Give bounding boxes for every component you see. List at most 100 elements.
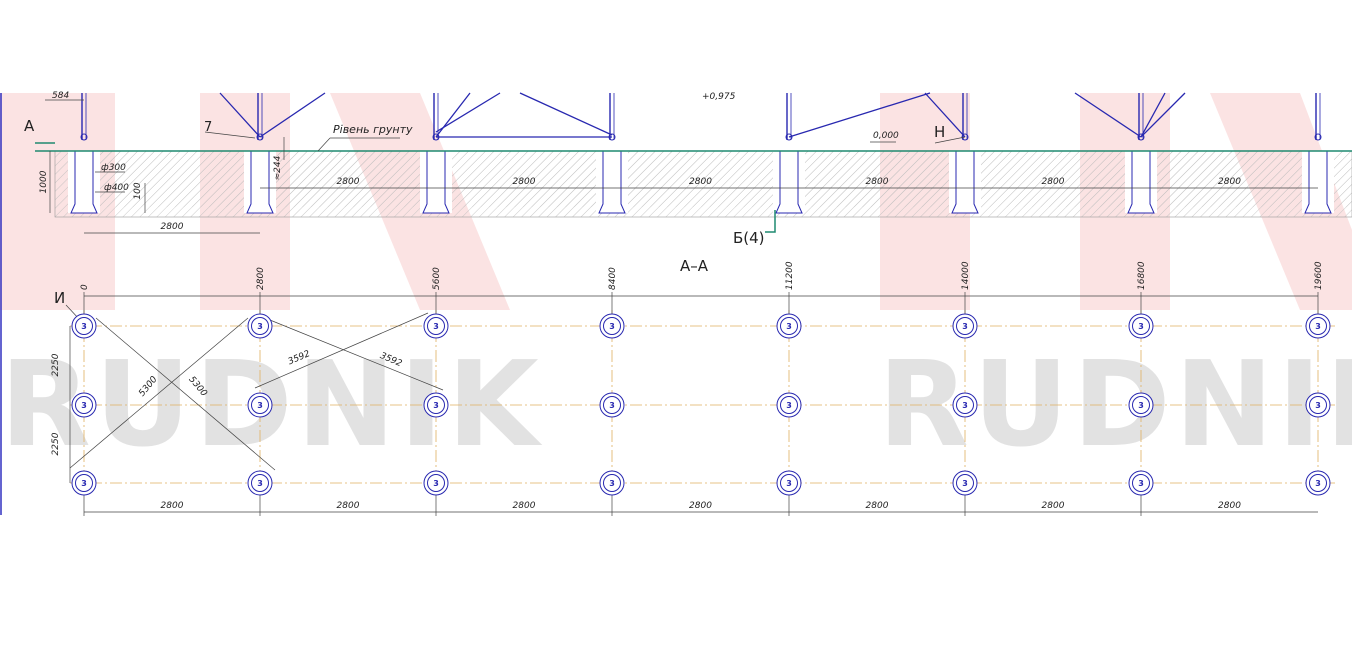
diagonal-dim <box>254 312 429 389</box>
dimension-label: 2800 <box>161 222 184 232</box>
dimension-label: 100 <box>133 182 143 199</box>
dimension-label: 2250 <box>51 432 61 455</box>
pile-outline <box>780 396 798 414</box>
section-title: А–А <box>680 257 709 275</box>
node <box>1137 133 1145 141</box>
callout: Н <box>934 123 945 141</box>
pile-mark: 3 <box>609 322 615 331</box>
pile <box>70 150 98 214</box>
pile-mark: 3 <box>786 401 792 410</box>
pile-mark: 3 <box>433 322 439 331</box>
dimension-label: 2800 <box>513 177 536 187</box>
pile-mark: 3 <box>433 479 439 488</box>
cut-line <box>765 210 776 233</box>
leader <box>204 131 256 139</box>
truss-member <box>259 92 326 138</box>
pile-outline <box>956 474 974 492</box>
pile-mark: 3 <box>257 322 263 331</box>
diagonal-dim <box>69 317 249 469</box>
dimension-label: ф400 <box>104 183 129 193</box>
dimension-label: 2800 <box>1218 501 1241 511</box>
watermark-text: RUDNIK <box>878 335 1352 473</box>
pile-outline <box>75 474 93 492</box>
level-label: 0,000 <box>873 131 899 141</box>
dimension-label: ф300 <box>101 163 126 173</box>
axis-mark: 16800 <box>1137 261 1147 290</box>
pile <box>598 150 626 214</box>
dimension-label: 584 <box>52 91 69 101</box>
axis-mark: 5600 <box>432 267 442 290</box>
pile-outline <box>251 474 269 492</box>
dimension-label: 2800 <box>337 177 360 187</box>
pile-mark: 3 <box>1138 479 1144 488</box>
pile-outline <box>251 396 269 414</box>
dimension-label: 2800 <box>513 501 536 511</box>
pile <box>246 150 274 214</box>
pile-mark: 3 <box>609 479 615 488</box>
pile <box>951 150 979 214</box>
pile-mark: 3 <box>257 401 263 410</box>
diagonal-dim <box>95 317 276 471</box>
pile-outline <box>603 474 621 492</box>
view-ref: Б(4) <box>733 229 765 247</box>
pile <box>422 150 450 214</box>
axis-mark: 2800 <box>256 267 266 290</box>
pile-mark: 3 <box>962 322 968 331</box>
pile-mark: 3 <box>962 401 968 410</box>
dimension-label: 2800 <box>161 501 184 511</box>
pile-mark: 3 <box>609 401 615 410</box>
pile-outline <box>1309 396 1327 414</box>
leader <box>317 137 331 152</box>
pile-mark: 3 <box>786 322 792 331</box>
truss-member <box>435 92 471 138</box>
pile-mark: 3 <box>81 401 87 410</box>
callout: 7 <box>204 120 212 135</box>
pile-outline <box>603 396 621 414</box>
pile-outline <box>1132 474 1150 492</box>
cut-mark: А <box>24 117 35 135</box>
pile-outline <box>1309 474 1327 492</box>
node <box>785 133 793 141</box>
dimension-label: 2800 <box>1042 501 1065 511</box>
pile-mark: 3 <box>962 479 968 488</box>
pile-outline <box>427 317 445 335</box>
truss-member <box>1074 92 1142 138</box>
pile-outline <box>427 396 445 414</box>
ground-label: Рівень грунту <box>333 123 413 136</box>
pile-mark: 3 <box>1315 401 1321 410</box>
dimension-label: 2800 <box>689 177 712 187</box>
pile-mark: 3 <box>1315 479 1321 488</box>
truss-member <box>519 92 613 136</box>
pile-mark: 3 <box>81 322 87 331</box>
pile-outline <box>780 317 798 335</box>
pile-outline <box>1309 317 1327 335</box>
dimension-label: ≈244 <box>273 155 283 180</box>
axis-mark: 0 <box>80 284 90 290</box>
diagonal-dim <box>264 317 444 391</box>
pile-mark: 3 <box>1138 401 1144 410</box>
truss-member <box>219 92 261 138</box>
pile <box>1127 150 1155 214</box>
dimension-label: 2800 <box>1042 177 1065 187</box>
pile-mark: 3 <box>1138 322 1144 331</box>
pile-mark: 3 <box>1315 322 1321 331</box>
dimension-label: 2800 <box>866 177 889 187</box>
pile-outline <box>427 474 445 492</box>
leader <box>934 136 966 144</box>
node <box>256 133 264 141</box>
pile-mark: 3 <box>433 401 439 410</box>
node <box>1314 133 1322 141</box>
level-label: +0,975 <box>702 92 736 102</box>
axis-mark: 8400 <box>608 267 618 290</box>
dimension-label: 2800 <box>337 501 360 511</box>
pile-outline <box>956 396 974 414</box>
axis-mark: 19600 <box>1314 261 1324 290</box>
callout: И <box>54 289 65 307</box>
pile-outline <box>956 317 974 335</box>
dimension-label: 1000 <box>39 170 49 193</box>
pile-outline <box>1132 396 1150 414</box>
node <box>80 133 88 141</box>
node <box>961 133 969 141</box>
